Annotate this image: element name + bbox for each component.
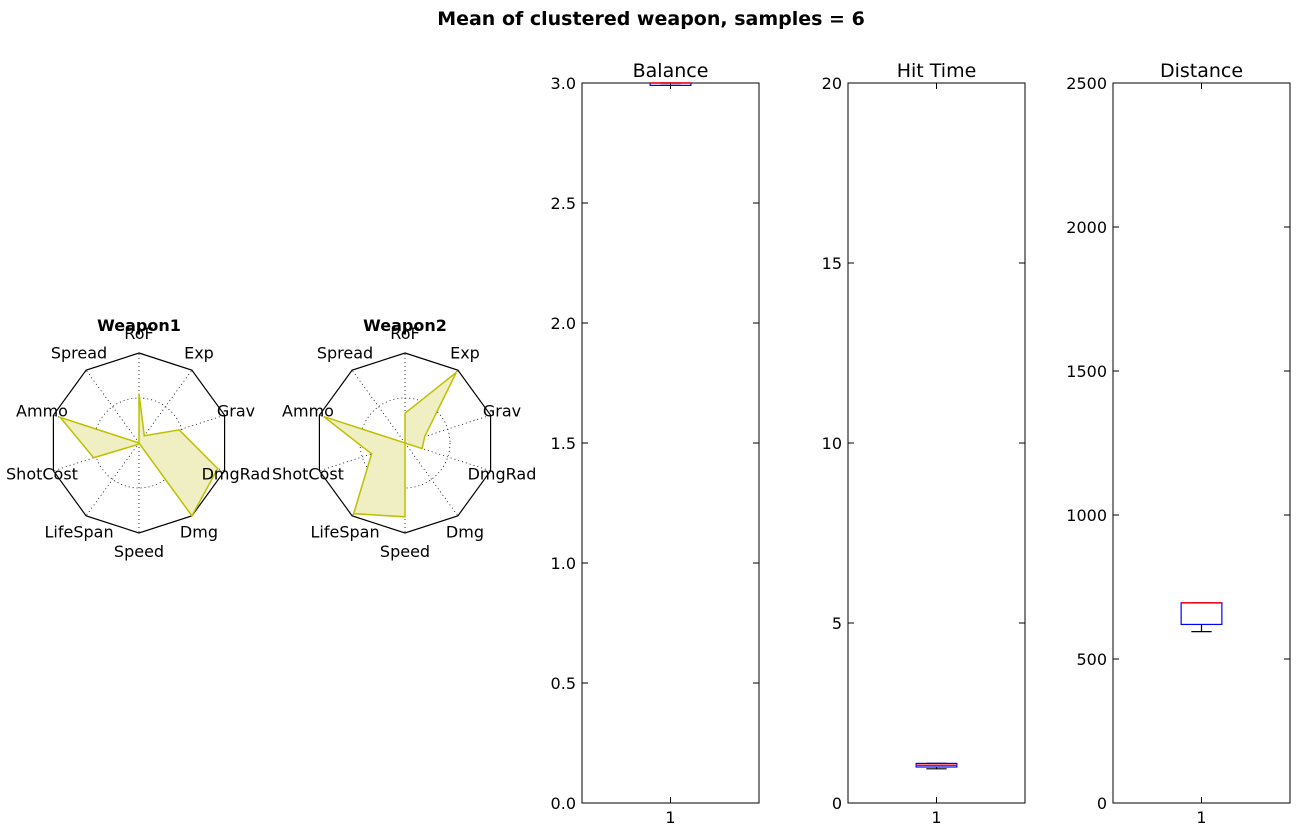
radar-spoke-exp xyxy=(138,369,193,444)
y-tick-label: 3.0 xyxy=(551,74,576,93)
radar-axis-label-rof: RoF xyxy=(124,324,153,343)
y-tick-label: 0 xyxy=(832,794,842,813)
y-tick-label: 20 xyxy=(822,74,842,93)
radar-title: Weapon2 xyxy=(363,316,447,335)
radar-axis-label-dmgrad: DmgRad xyxy=(468,465,537,484)
radar-axis-label-grav: Grav xyxy=(217,401,255,420)
x-tick-label: 1 xyxy=(931,808,941,827)
radar-frame xyxy=(318,352,492,534)
y-tick-label: 1.0 xyxy=(551,554,576,573)
radar-axis-label-spread: Spread xyxy=(317,343,373,362)
boxplot-distance: 0 500 1000 1500 2000 2500 1 Distance xyxy=(1066,60,1291,827)
radar-axis-label-dmg: Dmg xyxy=(180,523,218,542)
y-tick-label: 2.5 xyxy=(551,194,576,213)
y-tick-label: 15 xyxy=(822,254,842,273)
radar-spoke-lifespan xyxy=(85,442,140,517)
radar-spoke-grav xyxy=(404,414,491,444)
radar-spoke-dmgrad xyxy=(404,442,491,472)
radar-axis-label-dmg: Dmg xyxy=(446,523,484,542)
boxplot-balance: 0.0 0.5 1.0 1.5 2.0 2.5 3.0 1 Balance xyxy=(551,60,760,827)
figure-title: Mean of clustered weapon, samples = 6 xyxy=(437,8,865,30)
axes-title: Distance xyxy=(1160,60,1243,82)
radar-data-area xyxy=(323,371,457,518)
y-tick-label: 0.0 xyxy=(551,794,576,813)
radar-spoke-shotcost xyxy=(319,442,406,472)
x-tick-label: 1 xyxy=(665,808,675,827)
y-tick-label: 0.5 xyxy=(551,674,576,693)
radar-axis-label-ammo: Ammo xyxy=(16,401,68,420)
radar-axis-label-grav: Grav xyxy=(483,401,521,420)
radar-spoke-spread xyxy=(85,369,140,444)
radar-spoke-dmg xyxy=(404,442,459,517)
y-tick-label: 2000 xyxy=(1066,218,1107,237)
radar-axis-label-dmgrad: DmgRad xyxy=(202,465,271,484)
y-tick-label: 5 xyxy=(832,614,842,633)
radar-axis-label-speed: Speed xyxy=(380,542,430,561)
radar-data-area xyxy=(58,393,219,518)
radar-axis-label-rof: RoF xyxy=(390,324,419,343)
radar-axis-label-shotcost: ShotCost xyxy=(6,465,78,484)
radar-spoke-spread xyxy=(351,369,406,444)
radar-axis-label-lifespan: LifeSpan xyxy=(44,523,113,542)
y-tick-label: 2.0 xyxy=(551,314,576,333)
y-tick-label: 0 xyxy=(1097,794,1107,813)
radar-title: Weapon1 xyxy=(97,316,181,335)
y-tick-label: 500 xyxy=(1076,650,1107,669)
y-tick-label: 1.5 xyxy=(551,434,576,453)
y-tick-label: 2500 xyxy=(1066,74,1107,93)
radar-axis-label-speed: Speed xyxy=(114,542,164,561)
axes-title: Hit Time xyxy=(897,60,977,82)
radar-axis-label-exp: Exp xyxy=(450,343,480,362)
radar-grid-ring xyxy=(359,397,451,489)
axes-frame xyxy=(1112,82,1291,804)
y-tick-label: 10 xyxy=(822,434,842,453)
y-tick-label: 1000 xyxy=(1066,506,1107,525)
charts: RoFExpGravDmgRadDmgSpeedLifeSpanShotCost… xyxy=(6,60,1291,827)
radar-frame xyxy=(52,352,226,534)
radar-axis-label-lifespan: LifeSpan xyxy=(310,523,379,542)
radar-spoke-grav xyxy=(138,414,225,444)
x-tick-label: 1 xyxy=(1196,808,1206,827)
boxplot-hit-time: 0 5 10 15 20 1 Hit Time xyxy=(822,60,1026,827)
y-tick-label: 1500 xyxy=(1066,362,1107,381)
radar-axis-label-shotcost: ShotCost xyxy=(272,465,344,484)
box-iqr xyxy=(1180,602,1223,626)
axes-frame xyxy=(581,82,760,804)
radar-axis-label-exp: Exp xyxy=(184,343,214,362)
axes-title: Balance xyxy=(633,60,709,82)
radar-axis-label-ammo: Ammo xyxy=(282,401,334,420)
radar-axis-label-spread: Spread xyxy=(51,343,107,362)
axes-frame xyxy=(847,82,1026,804)
